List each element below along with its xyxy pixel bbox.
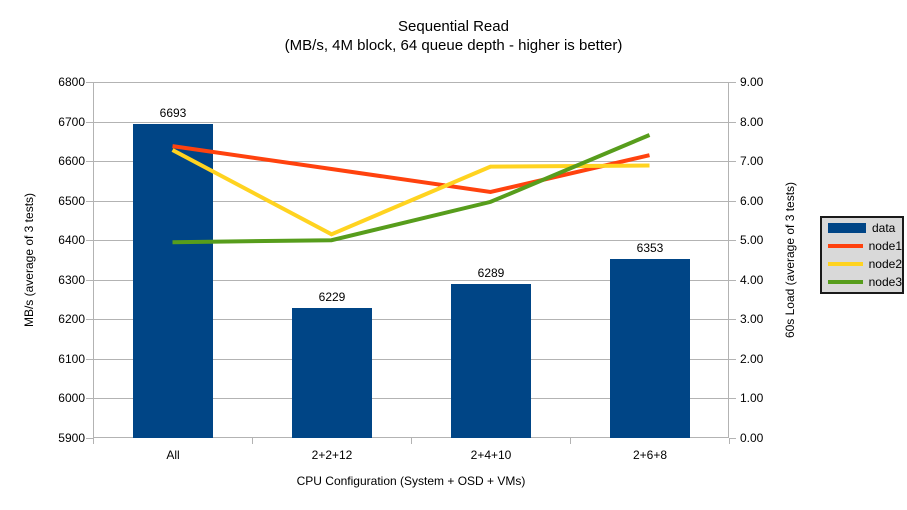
left-tick-mark — [86, 319, 93, 320]
legend-item-node3: node3 — [828, 274, 902, 289]
left-axis-tick-label: 5900 — [58, 431, 85, 445]
bar-data-label: 6229 — [318, 290, 346, 304]
right-axis-title: 60s Load (average of 3 tests) — [783, 181, 797, 339]
bar-All — [133, 124, 213, 438]
right-axis-tick-label: 8.00 — [740, 115, 764, 129]
left-axis-tick-label: 6800 — [58, 75, 85, 89]
x-tick-mark — [252, 438, 253, 444]
line-node3 — [172, 133, 651, 245]
right-axis-tick-label: 1.00 — [740, 391, 764, 405]
left-tick-mark — [86, 438, 93, 439]
legend-label-node2: node2 — [868, 256, 902, 271]
left-axis-title: MB/s (average of 3 tests) — [22, 192, 36, 328]
legend-label-node1: node1 — [868, 238, 902, 253]
right-tick-mark — [729, 319, 736, 320]
right-axis-tick-label: 0.00 — [740, 431, 764, 445]
x-tick-mark — [729, 438, 730, 444]
right-tick-mark — [729, 161, 736, 162]
left-tick-mark — [86, 82, 93, 83]
gridline — [93, 240, 729, 241]
right-axis-tick-label: 6.00 — [740, 194, 764, 208]
left-tick-mark — [86, 398, 93, 399]
legend-swatch-data — [828, 223, 866, 233]
category-label-2+6+8: 2+6+8 — [632, 448, 668, 462]
right-tick-mark — [729, 398, 736, 399]
gridline — [93, 161, 729, 162]
bar-data-label: 6289 — [477, 266, 505, 280]
bar-2+4+10 — [451, 284, 531, 438]
left-axis-tick-label: 6600 — [58, 154, 85, 168]
bar-data-label: 6353 — [636, 241, 664, 255]
legend-label-node3: node3 — [868, 274, 902, 289]
legend-item-node2: node2 — [828, 256, 902, 271]
right-axis-tick-label: 4.00 — [740, 273, 764, 287]
legend-label-data: data — [872, 220, 896, 235]
chart-subtitle: (MB/s, 4M block, 64 queue depth - higher… — [284, 37, 623, 54]
legend-swatch-node1 — [828, 244, 863, 248]
gridline — [93, 437, 729, 438]
left-tick-mark — [86, 201, 93, 202]
right-tick-mark — [729, 438, 736, 439]
category-label-2+4+10: 2+4+10 — [470, 448, 512, 462]
left-axis-tick-label: 6500 — [58, 194, 85, 208]
right-tick-mark — [729, 359, 736, 360]
gridline — [93, 82, 729, 83]
line-node1 — [172, 144, 650, 195]
right-tick-mark — [729, 122, 736, 123]
gridline — [93, 122, 729, 123]
left-axis-tick-label: 6400 — [58, 233, 85, 247]
legend-swatch-node3 — [828, 280, 863, 284]
bar-2+2+12 — [292, 308, 372, 438]
x-tick-mark — [411, 438, 412, 444]
bar-data-label: 6693 — [159, 106, 187, 120]
right-axis-tick-label: 3.00 — [740, 312, 764, 326]
legend-item-node1: node1 — [828, 238, 902, 253]
gridline — [93, 280, 729, 281]
right-tick-mark — [729, 201, 736, 202]
left-tick-mark — [86, 240, 93, 241]
left-axis-tick-label: 6700 — [58, 115, 85, 129]
x-tick-mark — [93, 438, 94, 444]
x-axis-title: CPU Configuration (System + OSD + VMs) — [296, 474, 526, 488]
right-axis-tick-label: 7.00 — [740, 154, 764, 168]
line-series-layer — [171, 133, 651, 245]
gridline — [93, 398, 729, 399]
x-tick-mark — [570, 438, 571, 444]
right-tick-mark — [729, 240, 736, 241]
legend: data node1 node2 node3 — [820, 216, 904, 294]
left-tick-mark — [86, 122, 93, 123]
left-tick-mark — [86, 280, 93, 281]
left-axis-tick-label: 6300 — [58, 273, 85, 287]
right-tick-mark — [729, 280, 736, 281]
line-node2 — [171, 148, 650, 237]
left-axis-tick-label: 6200 — [58, 312, 85, 326]
right-tick-mark — [729, 82, 736, 83]
left-axis-line — [93, 82, 94, 438]
plot-area: 6693 6229 6289 6353 — [93, 82, 729, 438]
right-axis-tick-label: 5.00 — [740, 233, 764, 247]
left-axis-tick-label: 6100 — [58, 352, 85, 366]
left-tick-mark — [86, 161, 93, 162]
left-tick-mark — [86, 359, 93, 360]
category-label-2+2+12: 2+2+12 — [311, 448, 353, 462]
legend-swatch-node2 — [828, 262, 863, 266]
gridline — [93, 359, 729, 360]
bar-2+6+8 — [610, 259, 690, 438]
left-axis-tick-label: 6000 — [58, 391, 85, 405]
category-label-All: All — [166, 448, 180, 462]
right-axis-tick-label: 9.00 — [740, 75, 764, 89]
legend-item-data: data — [828, 220, 902, 235]
chart-title: Sequential Read — [398, 18, 509, 35]
right-axis-line — [728, 82, 729, 438]
gridline — [93, 319, 729, 320]
right-axis-tick-label: 2.00 — [740, 352, 764, 366]
